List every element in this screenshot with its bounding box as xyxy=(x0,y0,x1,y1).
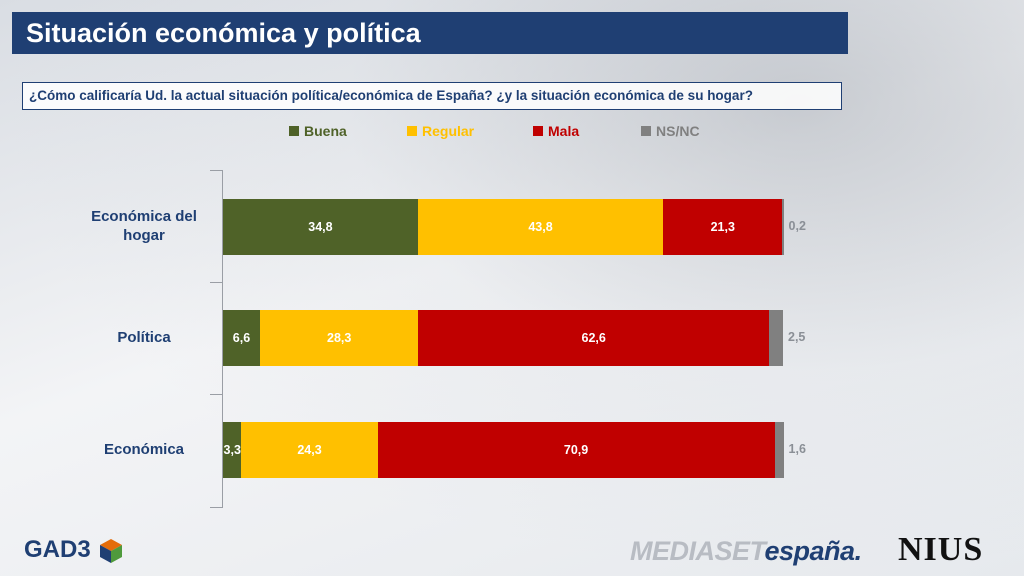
bar-segment-mala: 62,6 xyxy=(418,310,769,366)
survey-question: ¿Cómo calificaría Ud. la actual situació… xyxy=(22,82,842,110)
axis-tick xyxy=(210,394,222,395)
legend-item-regular: Regular xyxy=(407,121,474,141)
data-label: 34,8 xyxy=(308,220,333,234)
axis-tick xyxy=(210,170,222,171)
bar-row-politica: 6,6 28,3 62,6 2,5 xyxy=(223,310,805,366)
bar-row-economica: 3,3 24,3 70,9 1,6 xyxy=(223,422,806,478)
legend-label-nsnc: NS/NC xyxy=(656,123,700,139)
category-label-politica: Política xyxy=(117,329,171,346)
data-label-nsnc: 0,2 xyxy=(788,219,806,233)
gad3-logo-text: GAD3 xyxy=(24,536,91,563)
mediaset-logo-part1: MEDIASET xyxy=(630,536,765,566)
data-label-nsnc: 2,5 xyxy=(788,330,806,344)
bar-segment-regular: 24,3 xyxy=(241,422,378,478)
data-label: 6,6 xyxy=(232,331,251,345)
bar-row-economica-hogar: 34,8 43,8 21,3 0,2 xyxy=(223,199,806,255)
cube-icon xyxy=(100,538,123,563)
bar-segment-regular: 28,3 xyxy=(259,310,419,366)
bar-segment-buena: 3,3 xyxy=(223,422,242,478)
category-label-economica-hogar: Económica del hogar xyxy=(91,208,197,244)
legend-label-mala: Mala xyxy=(548,123,580,139)
bar-segment-nsnc xyxy=(769,310,783,366)
category-axis-line xyxy=(222,170,223,508)
data-label: 3,3 xyxy=(223,443,241,457)
page-title: Situación económica y política xyxy=(12,12,848,54)
legend-swatch-regular xyxy=(407,126,417,136)
nius-logo: NIUS xyxy=(898,531,984,568)
axis-tick xyxy=(210,507,222,508)
legend-item-nsnc: NS/NC xyxy=(641,121,700,141)
mediaset-logo-part2: españa. xyxy=(764,536,863,566)
legend-swatch-mala xyxy=(533,126,543,136)
legend-label-regular: Regular xyxy=(422,123,475,139)
legend-swatch-buena xyxy=(289,126,299,136)
axis-tick xyxy=(210,282,222,283)
bar-segment-nsnc xyxy=(782,199,784,255)
legend-label-buena: Buena xyxy=(304,123,347,139)
data-label: 43,8 xyxy=(528,220,553,234)
bar-segment-regular: 43,8 xyxy=(417,199,664,255)
mediaset-espana-logo: MEDIASETespaña. xyxy=(630,532,862,570)
bar-segment-mala: 70,9 xyxy=(377,422,775,478)
data-label: 28,3 xyxy=(327,331,352,345)
legend-item-mala: Mala xyxy=(533,121,579,141)
bar-segment-buena: 34,8 xyxy=(223,199,418,255)
legend-swatch-nsnc xyxy=(641,126,651,136)
data-label: 21,3 xyxy=(710,220,735,234)
category-label-economica: Económica xyxy=(103,441,185,458)
data-label: 24,3 xyxy=(297,443,322,457)
bar-segment-buena: 6,6 xyxy=(223,310,260,366)
data-label-nsnc: 1,6 xyxy=(788,442,806,456)
bar-segment-nsnc xyxy=(774,422,784,478)
chart-legend: Buena Regular Mala NS/NC xyxy=(0,121,1024,143)
data-label: 70,9 xyxy=(563,443,589,457)
legend-item-buena: Buena xyxy=(289,121,347,141)
gad3-logo: GAD3 xyxy=(24,533,123,567)
data-label: 62,6 xyxy=(581,331,606,345)
bar-segment-mala: 21,3 xyxy=(663,199,783,255)
